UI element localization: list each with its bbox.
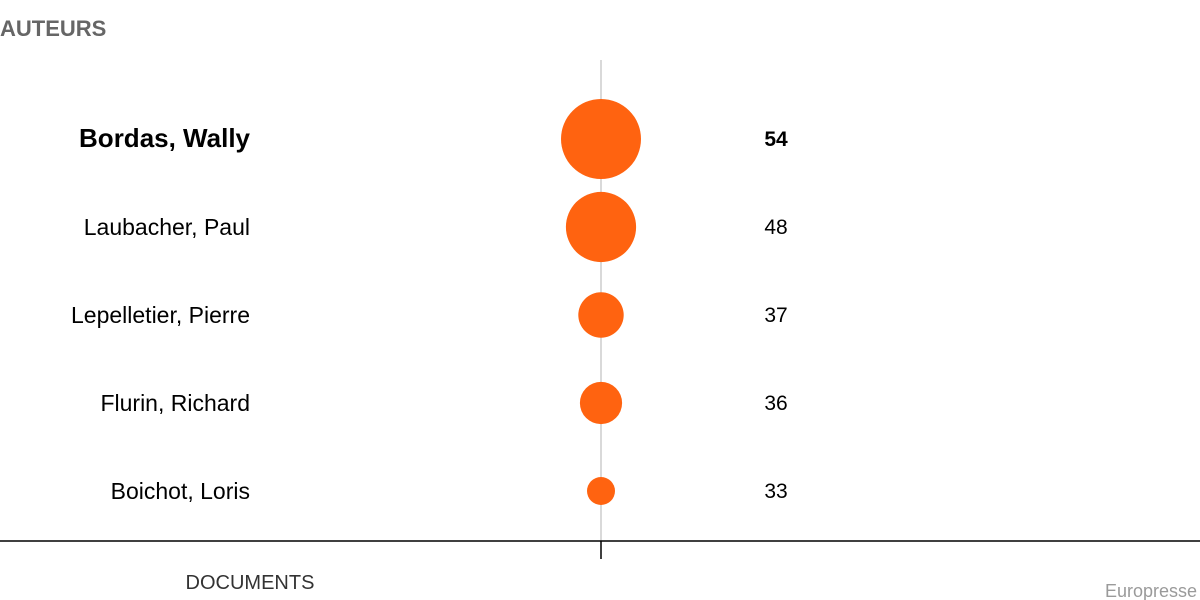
data-rows: Bordas, Wally 54 Laubacher, Paul 48 Lepellet… — [71, 99, 788, 505]
category-label: Flurin, Richard — [100, 390, 250, 416]
x-axis-label: DOCUMENTS — [185, 572, 315, 594]
value-label: 48 — [764, 216, 787, 239]
value-label: 36 — [764, 392, 787, 415]
data-bubble — [587, 477, 615, 505]
value-label: 54 — [764, 128, 788, 151]
data-bubble — [578, 292, 624, 338]
data-bubble — [561, 99, 641, 179]
value-label: 33 — [764, 480, 787, 503]
category-label: Lepelletier, Pierre — [71, 302, 250, 328]
category-label: Bordas, Wally — [79, 123, 251, 153]
value-label: 37 — [764, 304, 787, 327]
category-label: Boichot, Loris — [111, 478, 250, 504]
chart-title: AUTEURS — [0, 16, 107, 41]
data-bubble — [579, 381, 623, 425]
source-credit: Europresse — [1104, 581, 1197, 600]
category-label: Laubacher, Paul — [84, 214, 250, 240]
data-bubble — [565, 191, 637, 263]
